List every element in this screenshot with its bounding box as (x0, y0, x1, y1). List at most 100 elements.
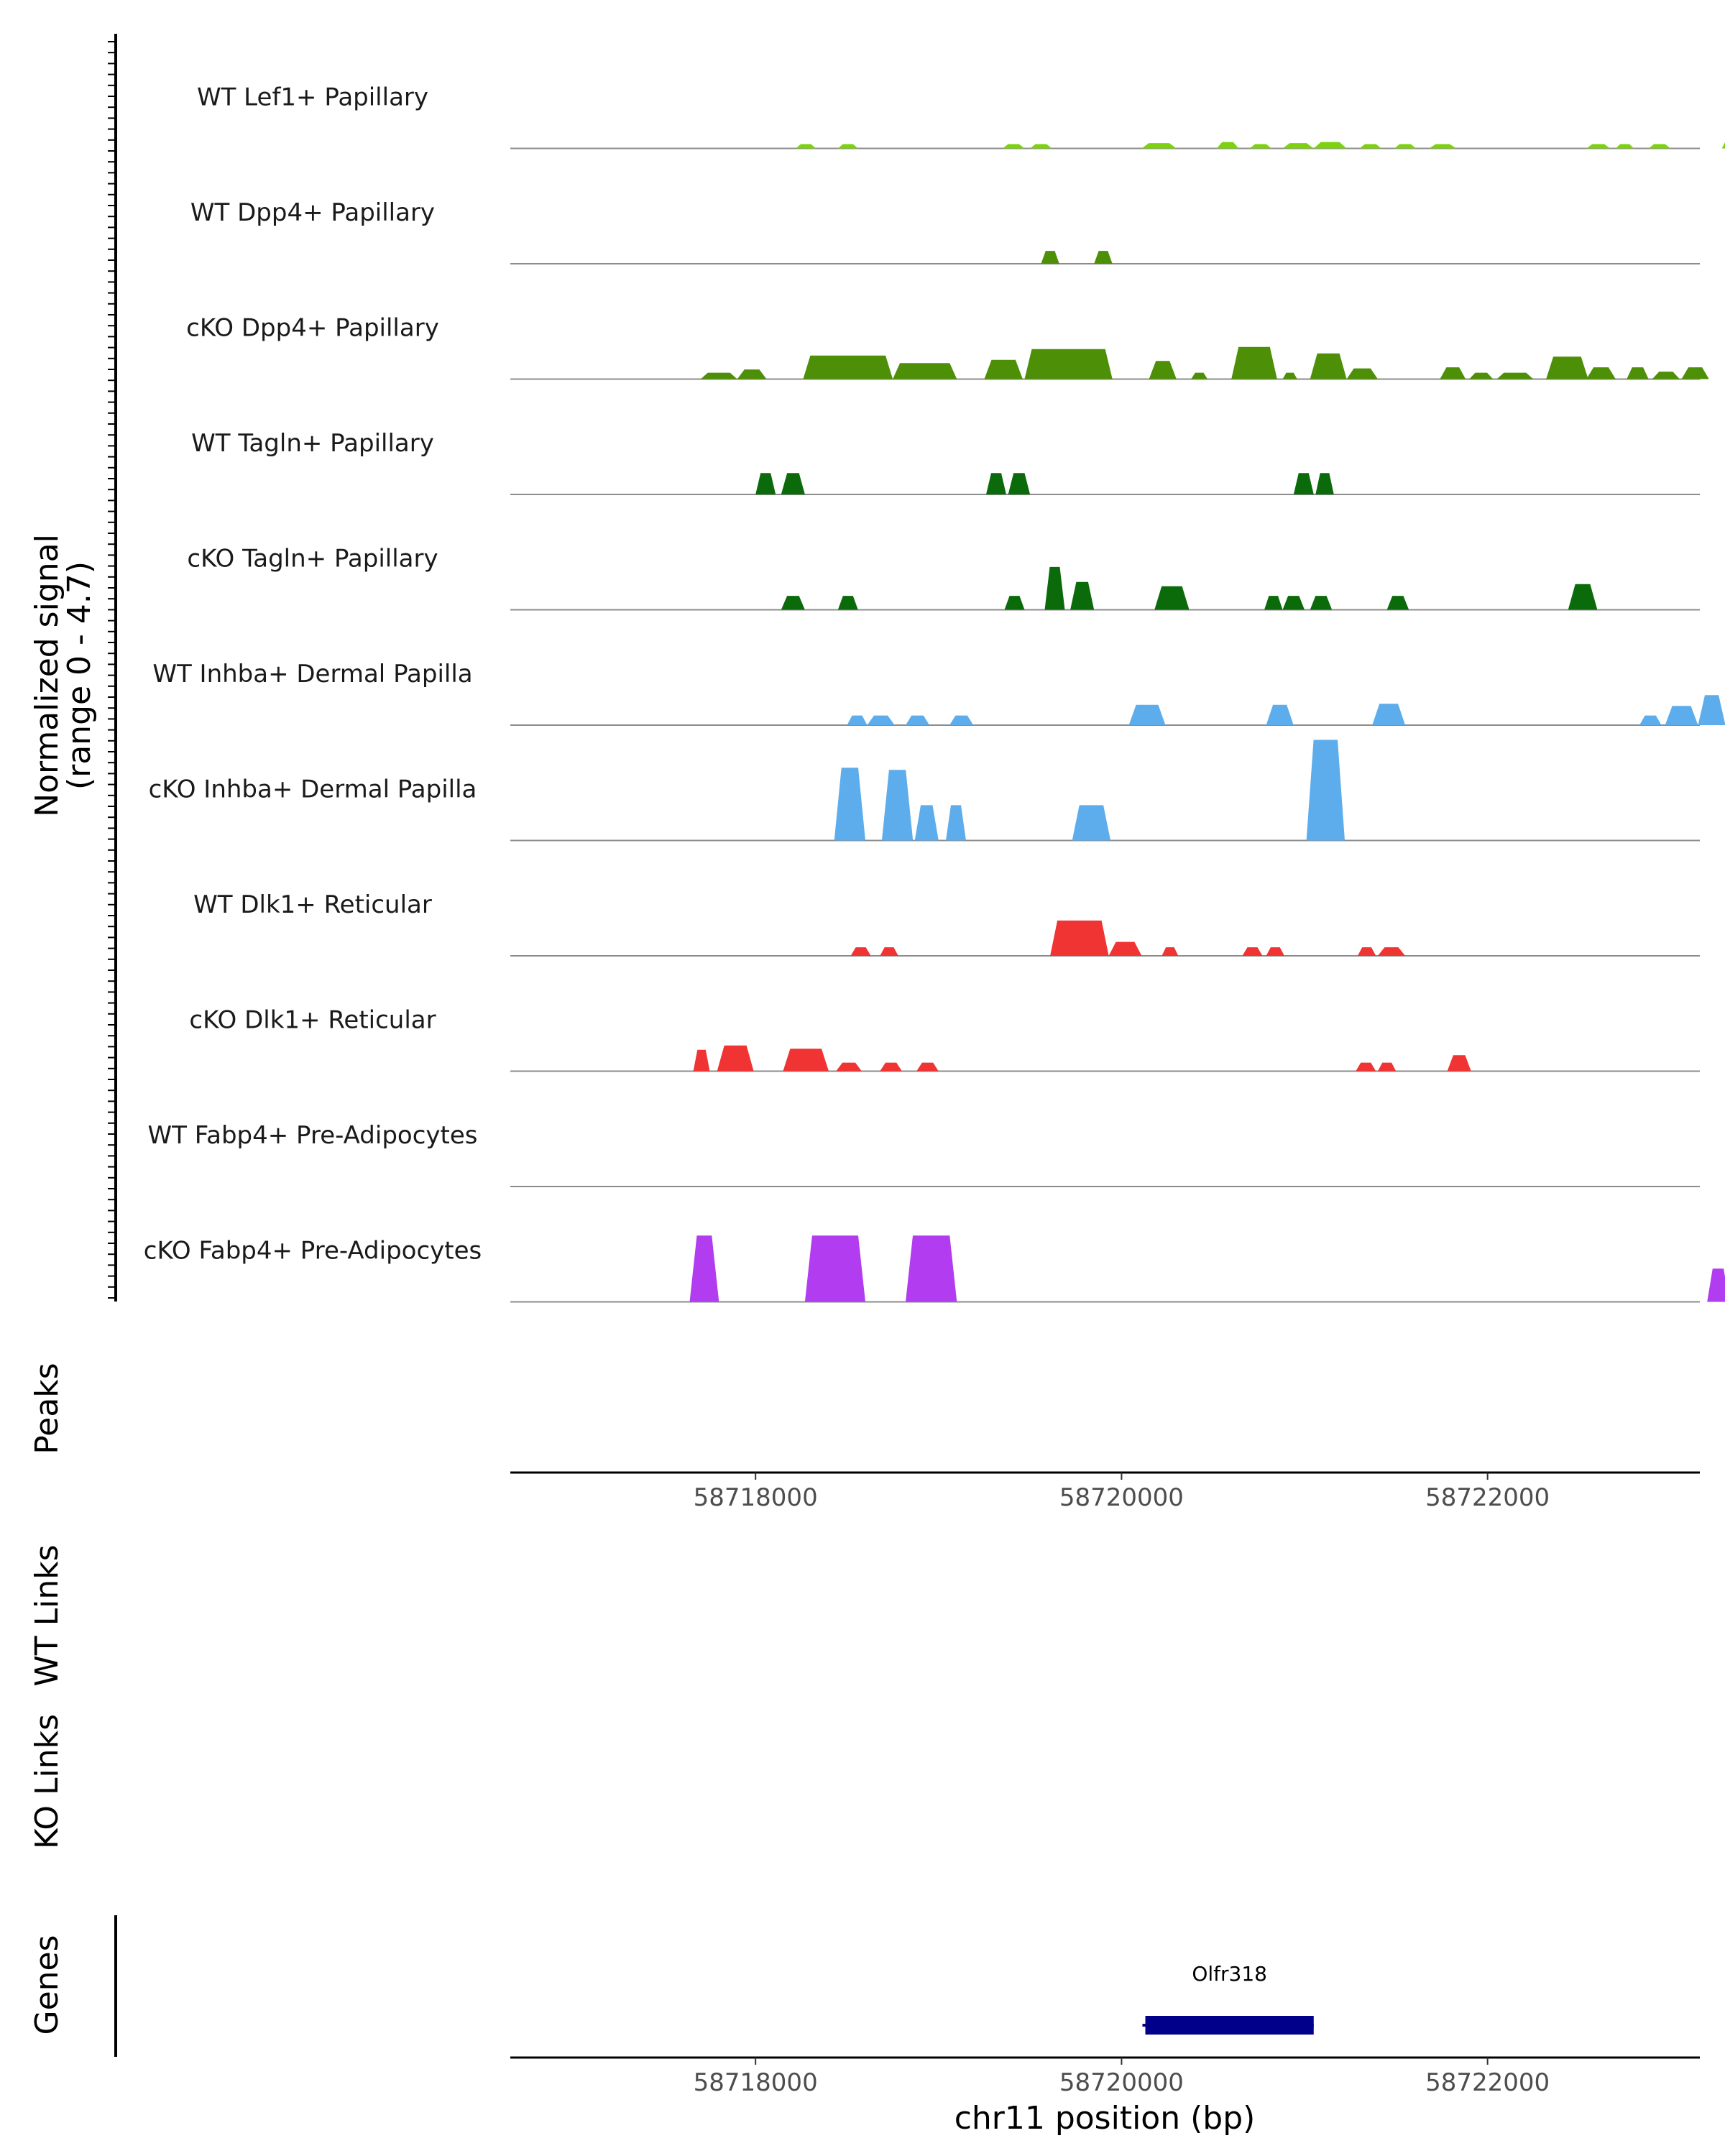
signal-peak (1041, 251, 1059, 264)
signal-peak (893, 363, 957, 379)
signal-peak (1310, 596, 1333, 610)
track-5: WT Inhba+ Dermal Papilla (152, 660, 1725, 726)
gene-annotations: Olfr318 (1142, 1962, 1314, 2035)
signal-peak (717, 1045, 754, 1072)
signal-peak (1648, 144, 1671, 149)
track-label: cKO Inhba+ Dermal Papilla (149, 775, 477, 804)
signal-peak (1440, 367, 1466, 379)
signal-peak (1698, 695, 1725, 725)
signal-peak (1154, 586, 1190, 610)
signal-peak (834, 768, 865, 841)
signal-peak (847, 715, 868, 725)
signal-peak (1496, 372, 1534, 379)
signal-peak (781, 473, 805, 494)
y-axis-title: Normalized signal (29, 534, 65, 817)
signal-peak (796, 144, 816, 149)
ko-links-panel-title: KO Links (29, 1714, 65, 1849)
signal-peak (1469, 372, 1494, 379)
signal-peak (1231, 346, 1277, 379)
genes-panel-title: Genes (29, 1935, 65, 2035)
track-4: cKO Tagln+ Papillary (187, 545, 1700, 611)
track-9: WT Fabp4+ Pre-Adipocytes (148, 1121, 1700, 1187)
signal-peak (1149, 361, 1177, 379)
signal-peak (1282, 143, 1314, 149)
signal-peak (693, 1049, 710, 1072)
signal-peak (1721, 142, 1725, 149)
peaks-panel-title: Peaks (29, 1363, 65, 1454)
signal-peak (1242, 947, 1263, 956)
gene-label: Olfr318 (1192, 1962, 1267, 1986)
signal-peak (689, 1235, 719, 1302)
track-1: WT Dpp4+ Papillary (190, 198, 1700, 264)
x-tick-label: 58720000 (1059, 1483, 1184, 1512)
signal-peak (880, 1062, 902, 1072)
track-label: WT Tagln+ Papillary (191, 429, 434, 458)
signal-peak (1707, 1268, 1725, 1302)
track-3: WT Tagln+ Papillary (191, 429, 1700, 495)
track-label: WT Dlk1+ Reticular (193, 890, 432, 919)
signal-peak (1356, 1062, 1376, 1072)
wt-links-panel-title: WT Links (29, 1544, 65, 1686)
signal-peak (946, 805, 966, 841)
x-tick-label: 58722000 (1425, 1483, 1550, 1512)
signal-peak (781, 596, 805, 610)
signal-peak (850, 947, 871, 956)
track-10: cKO Fabp4+ Pre-Adipocytes (144, 1235, 1725, 1303)
signal-peak (836, 1062, 862, 1072)
track-label: WT Fabp4+ Pre-Adipocytes (148, 1121, 478, 1150)
peaks-x-axis: 58718000 58720000 58722000 (694, 1473, 1550, 1512)
genes-x-axis: 58718000 58720000 58722000 (694, 2058, 1550, 2097)
signal-peak (1615, 144, 1634, 149)
signal-peak (1128, 704, 1166, 725)
signal-peak (1044, 566, 1065, 610)
signal-peak (1266, 947, 1284, 956)
y-axis-subtitle: (range 0 - 4.7) (61, 561, 98, 790)
signal-peak (1639, 715, 1662, 725)
signal-peak (949, 715, 974, 725)
signal-peak (1249, 144, 1272, 149)
signal-peak (986, 473, 1006, 494)
signal-peak (914, 805, 939, 841)
signal-peak (1141, 143, 1177, 149)
signal-peak (804, 1235, 865, 1302)
signal-peak (906, 1235, 957, 1302)
x-tick-label: 58718000 (694, 1483, 818, 1512)
coverage-y-ticks (108, 41, 116, 1299)
signal-peak (1216, 142, 1239, 149)
track-label: WT Inhba+ Dermal Papilla (152, 660, 472, 688)
signal-peak (1377, 1062, 1397, 1072)
x-axis-title: chr11 position (bp) (954, 2100, 1256, 2137)
coverage-tracks: WT Lef1+ Papillary WT Dpp4+ Papillary cKO … (144, 83, 1725, 1303)
track-0: WT Lef1+ Papillary (197, 83, 1725, 149)
signal-peak (803, 355, 893, 379)
signal-peak (1386, 596, 1409, 610)
signal-peak (881, 770, 914, 841)
signal-peak (1568, 584, 1598, 610)
signal-peak (1447, 1055, 1471, 1072)
signal-peak (1282, 372, 1297, 379)
track-label: WT Dpp4+ Papillary (190, 198, 435, 227)
signal-peak (1008, 473, 1031, 494)
track-7: WT Dlk1+ Reticular (193, 890, 1700, 957)
signal-peak (1310, 353, 1347, 379)
signal-peak (1094, 251, 1113, 264)
signal-peak (1586, 144, 1611, 149)
signal-peak (1313, 142, 1347, 149)
signal-peak (1162, 947, 1179, 956)
signal-peak (1191, 372, 1208, 379)
signal-peak (1108, 941, 1142, 956)
signal-peak (737, 369, 767, 379)
signal-peak (837, 596, 858, 610)
signal-peak (1315, 473, 1334, 494)
track-6: cKO Inhba+ Dermal Papilla (149, 740, 1700, 842)
signal-peak (1024, 349, 1113, 379)
signal-peak (837, 144, 858, 149)
signal-peak (1652, 372, 1680, 379)
signal-peak (1293, 473, 1314, 494)
signal-peak (1346, 368, 1378, 379)
signal-peak (1306, 740, 1345, 841)
signal-peak (1004, 596, 1025, 610)
track-label: cKO Dpp4+ Papillary (186, 314, 439, 343)
signal-peak (1002, 144, 1025, 149)
